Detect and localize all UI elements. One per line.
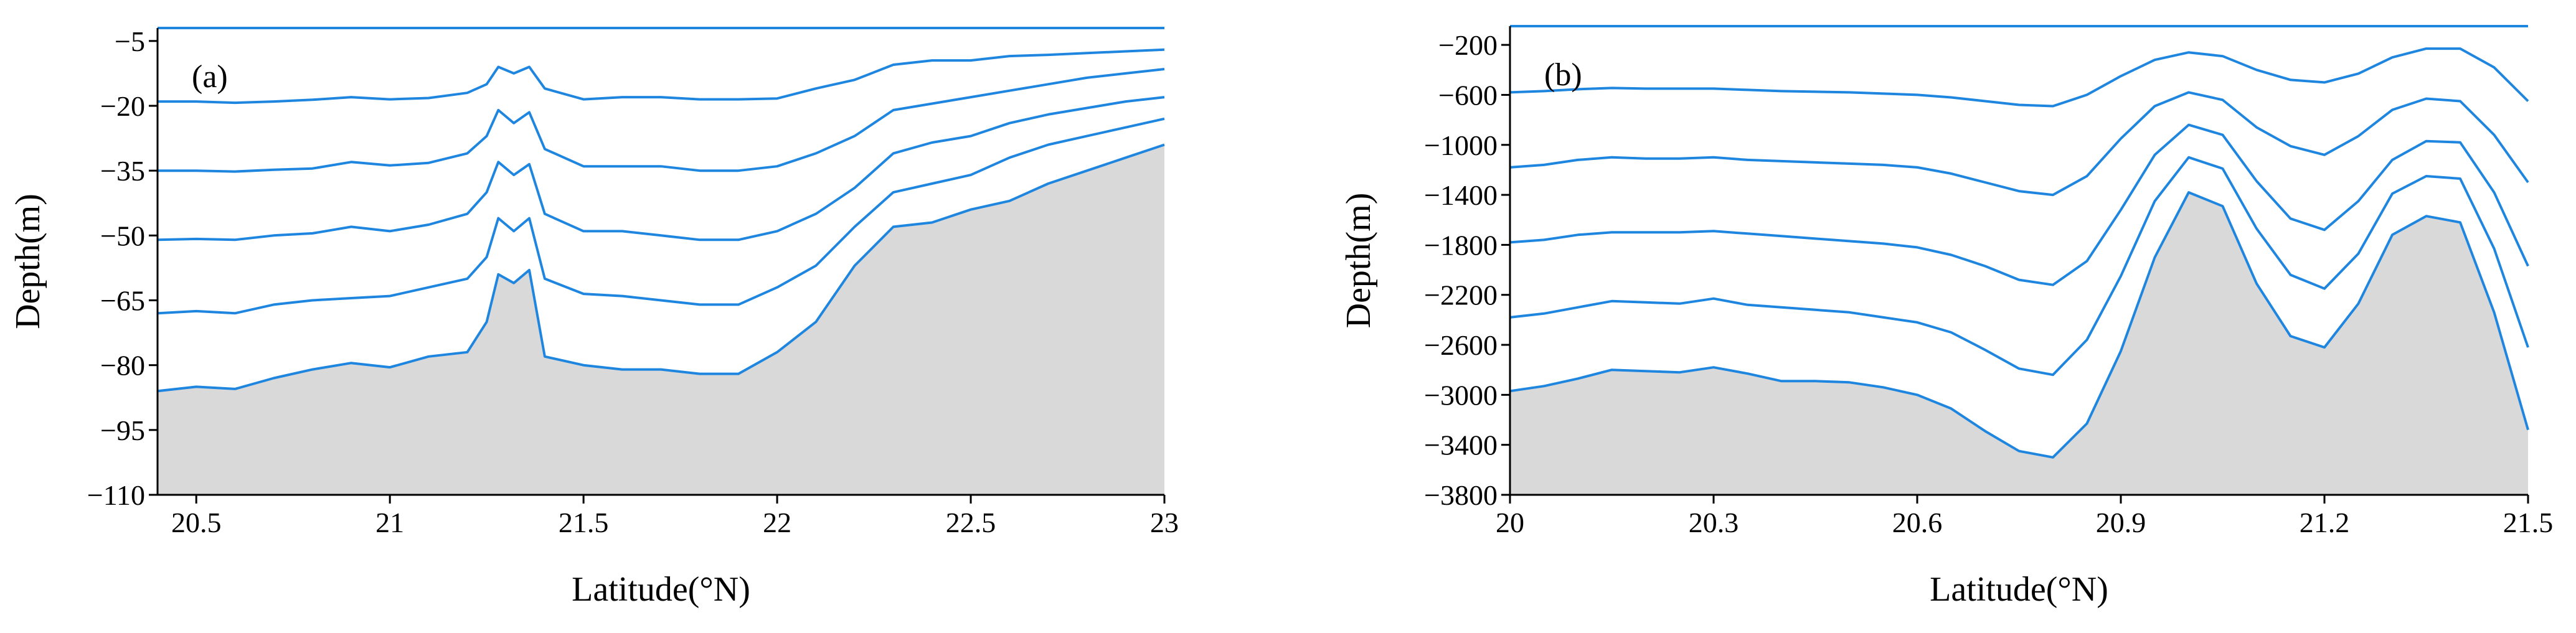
y-tick-label-a: −80 [100,350,145,382]
y-tick-label-a: −65 [100,285,145,317]
x-tick-label-b: 20 [1496,507,1524,538]
seafloor-fill-a [158,144,1164,495]
y-axis-title-a: Depth(m) [9,194,47,329]
x-tick-label-a: 23 [1150,507,1179,538]
y-tick-label-b: −1400 [1424,179,1498,211]
layer-line-a-6 [157,143,1165,393]
y-tick-label-a: −5 [115,26,145,57]
layer-line-b-6 [1509,191,2529,459]
y-tick-label-a: −20 [100,90,145,122]
x-axis-title-b: Latitude(°N) [1930,570,2108,609]
y-tick-label-b: −2200 [1424,279,1498,311]
x-tick-label-a: 21 [375,507,404,538]
x-tick-label-b: 21.5 [2503,507,2554,538]
y-tick-label-b: −1000 [1424,129,1498,161]
x-tick-label-a: 20.5 [171,507,222,538]
layer-line-b-3 [1509,91,2529,197]
layer-line-a-2 [158,48,1165,105]
layer-line-a-5 [157,117,1165,315]
layer-line-a-4 [157,96,1165,241]
x-axis-title-a: Latitude(°N) [572,570,750,609]
layer-line-b-2 [1509,47,2529,108]
y-tick-label-a: −110 [87,479,145,511]
y-tick-label-b: −3800 [1424,479,1498,511]
panel-label-b: (b) [1544,57,1582,93]
y-tick-label-b: −200 [1438,29,1498,61]
y-tick-label-b: −2600 [1424,329,1498,361]
x-tick-label-b: 21.2 [2300,507,2350,538]
panel-label-a: (a) [192,59,228,95]
layer-line-a-3 [158,68,1165,173]
seafloor-fill-b [1510,192,2528,495]
x-tick-label-a: 22 [763,507,791,538]
layer-line-b-5 [1509,156,2529,377]
y-tick-label-b: −600 [1438,79,1498,111]
x-tick-label-a: 21.5 [559,507,609,538]
layer-line-b-4 [1509,123,2529,286]
x-tick-label-b: 20.6 [1892,507,1943,538]
x-tick-label-b: 20.3 [1689,507,1739,538]
x-tick-label-a: 22.5 [946,507,996,538]
y-tick-label-a: −95 [100,415,145,446]
x-tick-label-b: 20.9 [2096,507,2146,538]
y-tick-label-b: −3400 [1424,429,1498,461]
y-tick-label-a: −50 [100,220,145,251]
y-axis-title-b: Depth(m) [1339,193,1378,329]
y-tick-label-a: −35 [100,155,145,187]
y-tick-label-b: −3000 [1424,379,1498,411]
y-tick-label-b: −1800 [1424,229,1498,261]
